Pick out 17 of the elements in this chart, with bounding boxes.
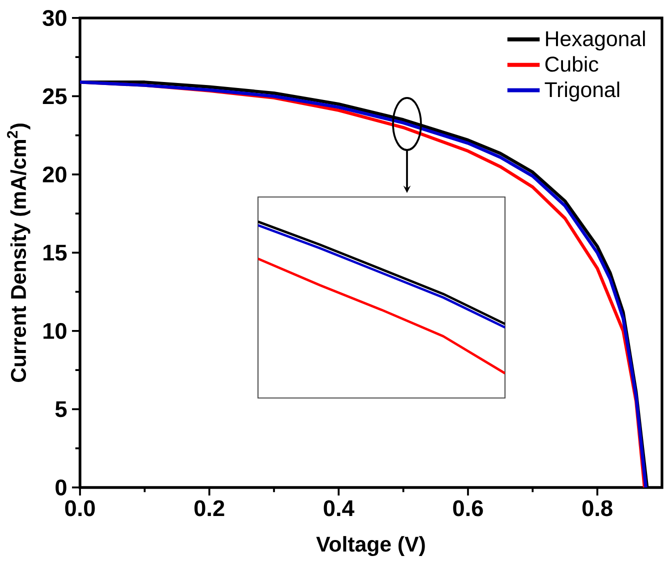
x-tick-label: 0.6	[453, 500, 483, 516]
y-tick-label: 20	[42, 166, 66, 183]
y-axis-title: Current Density (mA/cm$^{2}$)	[7, 124, 30, 382]
legend-label: Hexagonal	[546, 30, 645, 51]
y-tick-label: 0	[56, 479, 66, 496]
y-tick-label: 10	[44, 322, 66, 340]
x-tick-label: 0.4	[324, 500, 354, 516]
legend-label: Cubic	[545, 56, 598, 72]
legend-label: Trigonal	[544, 82, 620, 102]
x-axis-title: Voltage (V)	[316, 536, 425, 556]
x-tick-label: 0.2	[194, 500, 224, 516]
y-tick-label: 5	[55, 401, 67, 418]
x-tick-label: 0.0	[65, 500, 95, 516]
y-tick-label: 30	[42, 10, 66, 26]
x-tick-label: 0.8	[582, 500, 612, 516]
y-tick-label: 25	[42, 88, 67, 104]
y-tick-label: 15	[44, 244, 67, 261]
